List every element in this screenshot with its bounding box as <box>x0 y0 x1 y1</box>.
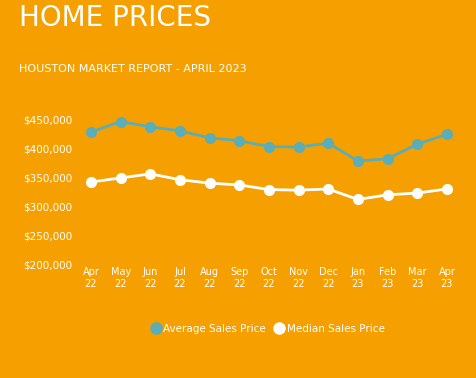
Median Sales Price <box>207 181 212 186</box>
Median Sales Price <box>296 188 301 192</box>
Average Sales Price <box>326 141 331 145</box>
Median Sales Price <box>177 177 183 182</box>
Average Sales Price <box>415 142 420 147</box>
Average Sales Price <box>148 124 153 129</box>
Median Sales Price <box>118 176 123 180</box>
Text: HOME PRICES: HOME PRICES <box>19 4 211 32</box>
Median Sales Price <box>88 180 94 184</box>
Median Sales Price <box>237 183 242 187</box>
Average Sales Price <box>207 136 212 140</box>
Average Sales Price <box>266 144 272 149</box>
Median Sales Price <box>266 187 272 192</box>
Legend: Average Sales Price, Median Sales Price: Average Sales Price, Median Sales Price <box>149 319 389 338</box>
Average Sales Price <box>118 119 123 124</box>
Median Sales Price <box>444 187 450 191</box>
Median Sales Price <box>326 187 331 191</box>
Median Sales Price <box>385 192 390 197</box>
Line: Median Sales Price: Median Sales Price <box>86 169 452 204</box>
Average Sales Price <box>385 156 390 161</box>
Median Sales Price <box>415 191 420 195</box>
Average Sales Price <box>177 129 183 133</box>
Average Sales Price <box>444 132 450 136</box>
Median Sales Price <box>355 197 361 202</box>
Average Sales Price <box>296 145 301 149</box>
Median Sales Price <box>148 172 153 176</box>
Average Sales Price <box>88 130 94 134</box>
Average Sales Price <box>237 138 242 143</box>
Text: HOUSTON MARKET REPORT - APRIL 2023: HOUSTON MARKET REPORT - APRIL 2023 <box>19 64 247 74</box>
Line: Average Sales Price: Average Sales Price <box>86 117 452 166</box>
Average Sales Price <box>355 159 361 163</box>
